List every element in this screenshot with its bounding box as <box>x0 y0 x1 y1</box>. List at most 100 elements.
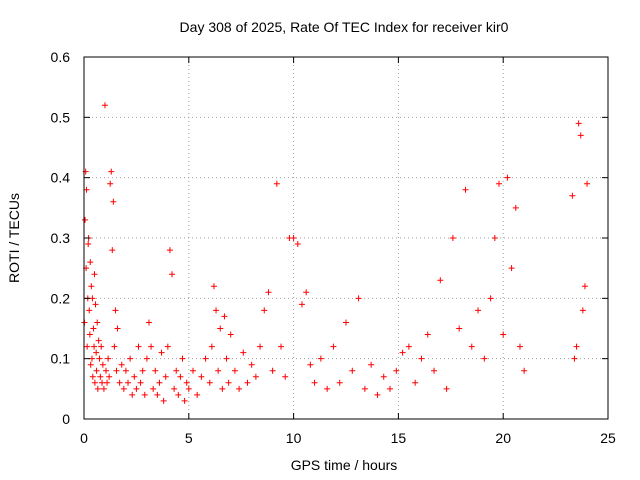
data-point <box>82 216 89 223</box>
data-point <box>141 391 148 398</box>
data-point <box>221 313 228 320</box>
data-point <box>491 235 498 241</box>
data-point <box>577 132 584 139</box>
data-point <box>571 355 578 362</box>
data-point <box>86 331 93 338</box>
data-point <box>194 391 201 398</box>
data-point <box>198 373 205 380</box>
data-point <box>91 271 98 278</box>
data-point <box>116 379 123 386</box>
data-point <box>252 373 259 380</box>
data-point <box>179 355 186 362</box>
data-point <box>265 289 272 296</box>
data-point <box>171 385 178 392</box>
x-tick-label: 15 <box>391 430 407 446</box>
data-point <box>98 343 105 350</box>
data-point <box>584 180 591 187</box>
data-point <box>468 343 475 350</box>
data-point <box>94 385 101 392</box>
data-point <box>89 373 96 380</box>
data-point <box>108 168 115 175</box>
data-point <box>374 391 381 398</box>
data-point <box>307 361 314 368</box>
data-point <box>349 367 356 374</box>
data-point <box>579 307 586 314</box>
data-point <box>443 385 450 392</box>
x-axis-tick-labels: 0 5 10 15 20 25 <box>80 430 616 446</box>
data-point <box>91 379 98 386</box>
data-point <box>215 367 222 374</box>
y-tick-label: 0.5 <box>51 109 71 125</box>
data-point <box>512 204 519 211</box>
data-point <box>257 343 264 350</box>
data-point <box>294 241 301 248</box>
data-point <box>475 307 482 314</box>
data-point <box>487 295 494 302</box>
data-point <box>208 343 215 350</box>
data-point <box>248 361 255 368</box>
data-point <box>269 367 276 374</box>
data-point <box>166 247 173 254</box>
x-tick-label: 25 <box>600 430 616 446</box>
data-point <box>150 385 157 392</box>
data-point <box>84 343 91 350</box>
data-point <box>311 379 318 386</box>
data-point <box>164 343 171 350</box>
data-point <box>225 379 232 386</box>
data-point <box>86 307 93 314</box>
data-point <box>219 385 226 392</box>
data-point <box>231 367 238 374</box>
data-point <box>114 325 121 332</box>
data-point <box>87 361 94 368</box>
y-tick-label: 0.4 <box>51 170 71 186</box>
data-point <box>107 180 114 187</box>
data-point <box>217 325 224 332</box>
data-point <box>139 367 146 374</box>
data-point <box>106 373 113 380</box>
data-point <box>181 397 188 404</box>
data-point <box>330 343 337 350</box>
data-point <box>83 186 90 193</box>
data-point <box>183 379 190 386</box>
data-point <box>355 295 362 302</box>
data-point <box>137 379 144 386</box>
data-point <box>213 307 220 314</box>
data-point <box>110 198 117 205</box>
y-tick-label: 0.3 <box>51 230 71 246</box>
data-point <box>93 367 100 374</box>
data-point <box>303 289 310 296</box>
data-point <box>437 277 444 284</box>
data-point <box>133 385 140 392</box>
data-point <box>508 265 515 272</box>
chart-title: Day 308 of 2025, Rate Of TEC Index for r… <box>180 19 509 35</box>
data-point <box>145 319 152 326</box>
data-point <box>240 349 247 356</box>
data-point <box>456 325 463 332</box>
data-point <box>122 367 129 374</box>
data-point <box>317 355 324 362</box>
data-point <box>95 337 102 344</box>
data-point <box>101 102 108 109</box>
data-point <box>131 373 138 380</box>
data-point <box>185 385 192 392</box>
data-point <box>261 307 268 314</box>
data-point <box>99 361 106 368</box>
data-point <box>449 235 456 241</box>
data-point <box>127 355 134 362</box>
axis-ticks <box>83 56 609 420</box>
data-point <box>500 331 507 338</box>
data-point <box>125 379 132 386</box>
data-point <box>227 331 234 338</box>
y-tick-label: 0 <box>62 411 70 427</box>
x-tick-label: 5 <box>185 430 193 446</box>
data-point <box>387 385 394 392</box>
data-point <box>112 307 119 314</box>
data-point <box>156 379 163 386</box>
data-point <box>521 367 528 374</box>
data-point <box>154 391 161 398</box>
data-point <box>418 355 425 362</box>
data-point <box>361 385 368 392</box>
data-point <box>462 186 469 193</box>
